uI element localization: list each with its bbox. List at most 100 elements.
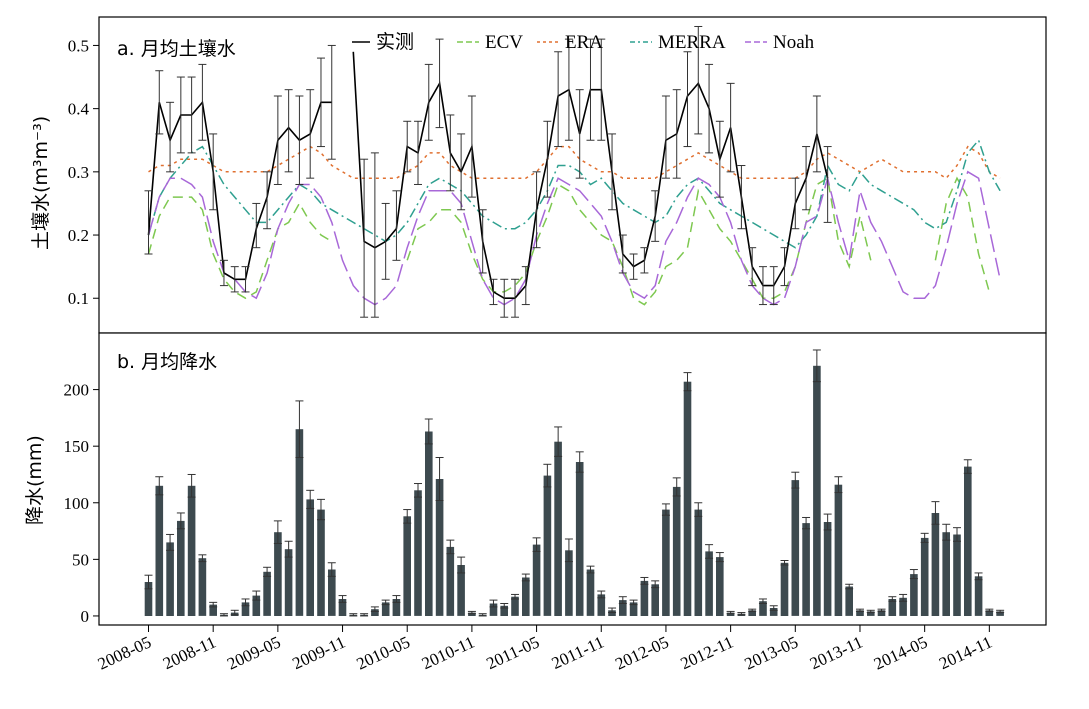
- precip-bar: [446, 546, 455, 616]
- precip-bar: [920, 537, 929, 616]
- soil-moisture-title: a. 月均土壤水: [117, 38, 236, 60]
- precip-bar: [802, 523, 810, 616]
- precip-bar: [274, 532, 282, 616]
- x-tick-label: 2010-05: [354, 632, 413, 673]
- x-tick-label: 2012-11: [677, 632, 736, 673]
- precip-bar: [845, 586, 853, 616]
- y-tick-label: 150: [64, 437, 90, 456]
- precip-bar: [414, 490, 422, 616]
- precip-bar: [338, 599, 347, 616]
- y-tick-label: 0.3: [68, 163, 89, 182]
- precip-bar: [996, 611, 1004, 616]
- precip-bar: [694, 509, 703, 616]
- precip-bar: [166, 542, 174, 616]
- precip-bar: [241, 602, 250, 616]
- precip-bar: [856, 610, 864, 616]
- precip-bar: [964, 466, 972, 616]
- soil-moisture-y-axis-label: 土壤水(m³m⁻³): [30, 116, 52, 250]
- precip-bar: [252, 595, 261, 616]
- precip-bar: [651, 584, 659, 616]
- soil-moisture-y-ticks: 0.1 0.2 0.3 0.4 0.5: [68, 36, 99, 308]
- y-tick-label: 0.4: [68, 100, 90, 119]
- legend: 实测 ECV ERA MERRA Noah: [352, 31, 815, 53]
- precip-bar: [425, 431, 433, 616]
- legend-label-ecv: ECV: [485, 32, 523, 53]
- precip-bar: [532, 544, 541, 616]
- soil-moisture-series: [147, 51, 1001, 306]
- precip-bar: [672, 486, 681, 616]
- precip-bar: [931, 513, 940, 616]
- x-tick-label: 2011-05: [483, 632, 542, 673]
- series-line-merra: [147, 138, 1001, 249]
- precip-bar: [726, 612, 735, 616]
- precip-bar: [629, 602, 638, 616]
- precipitation-bars: [144, 349, 1005, 617]
- precip-bar: [565, 550, 573, 616]
- precipitation-panel: 0 50 100 150 200 b. 月均降水 降水(mm): [24, 332, 1047, 626]
- precip-bar: [144, 582, 153, 616]
- x-tick-label: 2014-11: [936, 632, 995, 673]
- series-line-era: [148, 145, 1001, 180]
- y-tick-label: 50: [72, 550, 89, 569]
- precip-bar: [489, 603, 498, 616]
- precip-bar: [640, 580, 649, 616]
- precip-bar: [608, 610, 616, 616]
- precip-bar: [522, 577, 530, 616]
- legend-label-era: ERA: [565, 32, 603, 53]
- precip-bar: [381, 602, 390, 616]
- precip-bar: [371, 609, 379, 616]
- y-tick-label: 0.2: [68, 226, 89, 245]
- precip-bar: [306, 499, 314, 616]
- legend-label-实测: 实测: [376, 31, 414, 53]
- precip-bar: [683, 381, 692, 616]
- precip-bar: [328, 569, 336, 616]
- precip-bar: [586, 569, 595, 616]
- y-tick-label: 0: [81, 607, 90, 626]
- x-tick-label: 2010-11: [419, 632, 478, 673]
- precip-bar: [554, 441, 562, 616]
- y-tick-label: 0.5: [68, 36, 89, 55]
- precip-bar: [769, 608, 778, 616]
- soil-moisture-panel: 0.1 0.2 0.3 0.4 0.5 a. 月均土壤水 实测 ECV ERA MERRA No…: [30, 16, 1047, 334]
- series-line-noah: [147, 170, 1001, 306]
- precip-bar: [780, 562, 789, 616]
- precip-bar: [759, 601, 767, 616]
- precip-bar: [867, 611, 875, 616]
- precip-bar: [705, 551, 713, 616]
- precip-bar: [284, 549, 293, 616]
- precip-bar: [392, 599, 401, 616]
- precip-bar: [575, 462, 584, 616]
- precip-bar: [791, 480, 800, 616]
- precip-bar: [198, 558, 207, 616]
- precip-bar: [834, 484, 843, 616]
- legend-label-noah: Noah: [773, 32, 815, 53]
- y-tick-label: 0.1: [68, 289, 89, 308]
- precip-bar: [155, 485, 164, 616]
- precip-bar: [500, 605, 508, 616]
- precip-bar: [435, 479, 444, 616]
- precip-bar: [263, 571, 271, 616]
- precip-bar: [748, 610, 756, 616]
- precip-bar: [457, 565, 465, 616]
- x-tick-label: 2008-05: [95, 632, 154, 673]
- y-tick-label: 100: [64, 494, 90, 513]
- legend-label-merra: MERRA: [658, 32, 726, 53]
- x-tick-label: 2013-11: [807, 632, 866, 673]
- precipitation-title: b. 月均降水: [117, 351, 217, 373]
- precip-bar: [403, 516, 411, 616]
- y-tick-label: 200: [64, 381, 90, 400]
- x-tick-label: 2013-05: [742, 632, 801, 673]
- x-tick-label: 2011-11: [549, 632, 607, 673]
- measured-error-bars: [144, 25, 832, 318]
- precip-bar: [942, 532, 950, 616]
- x-tick-label: 2012-05: [612, 632, 671, 673]
- precip-bar: [317, 509, 325, 616]
- precipitation-y-axis-label: 降水(mm): [24, 435, 46, 525]
- x-tick-label: 2008-11: [160, 632, 219, 673]
- precip-bar: [662, 509, 670, 616]
- soil-moisture-plot-frame: [98, 16, 1047, 334]
- precip-bar: [209, 604, 217, 616]
- precip-bar: [716, 557, 724, 616]
- precip-bar: [813, 365, 821, 616]
